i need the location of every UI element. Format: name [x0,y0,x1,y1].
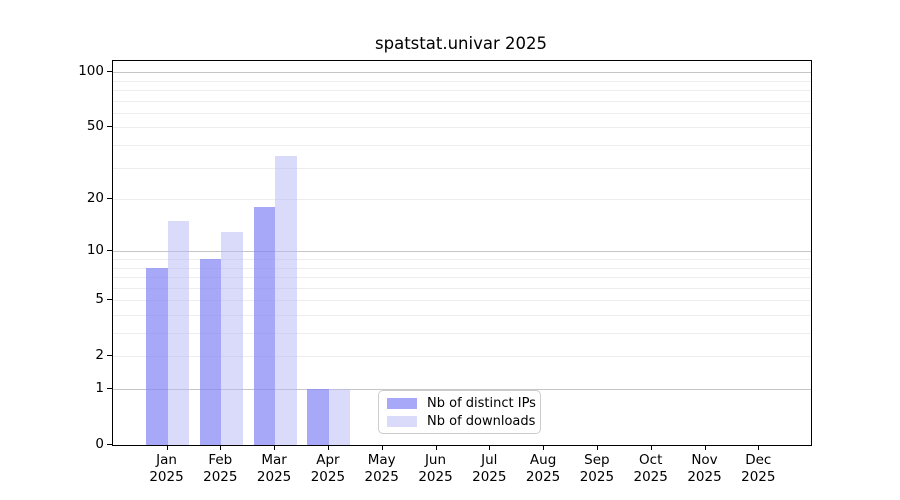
gridline-minor [113,167,811,169]
gridline-minor [113,199,811,201]
x-tick-mark [274,445,276,450]
plot-area [112,60,812,446]
gridline-minor [113,127,811,129]
gridline-minor [113,277,811,279]
x-tick-label-oct: Oct 2025 [633,452,668,485]
x-tick-label-jan: Jan 2025 [149,452,184,485]
x-tick-label-dec: Dec 2025 [741,452,776,485]
x-tick-mark [327,445,329,450]
x-tick-mark [489,445,491,450]
x-tick-label-sep: Sep 2025 [579,452,615,485]
y-tick-label: 100 [78,63,104,80]
legend-item-distinct-ips: Nb of distinct IPs [387,396,536,411]
x-tick-label-mar: Mar 2025 [256,452,292,485]
y-tick-label: 5 [95,291,104,308]
x-tick-mark [220,445,222,450]
bar-apr-distinct-ips [307,389,329,445]
gridline-minor [113,112,811,114]
bar-mar-downloads [275,155,297,445]
x-tick-mark [435,445,437,450]
gridline-minor [113,314,811,316]
gridline-major [113,72,811,74]
x-tick-label-nov: Nov 2025 [687,452,722,485]
y-tick-label: 0 [95,436,104,452]
x-tick-mark [381,445,383,450]
bar-jan-distinct-ips [146,267,168,445]
x-tick-label-may: May 2025 [364,452,399,485]
x-tick-mark [704,445,706,450]
gridline-minor [113,267,811,269]
bar-mar-distinct-ips [253,207,276,445]
gridline-minor [113,90,811,92]
gridline-minor [113,100,811,102]
gridline-major [113,251,811,253]
bar-jan-downloads [167,221,189,445]
y-tick-label: 10 [86,242,104,259]
bar-apr-downloads [328,389,351,445]
legend-swatch-downloads-icon [387,415,417,427]
x-tick-mark [596,445,598,450]
x-tick-label-feb: Feb 2025 [203,452,238,485]
bar-feb-downloads [221,231,243,445]
y-tick-label: 50 [86,118,104,135]
legend-swatch-distinct-ips-icon [387,397,417,409]
y-tick-mark [107,249,112,251]
y-tick-mark [107,298,112,300]
gridline-minor [113,80,811,82]
y-tick-mark [107,70,112,72]
y-tick-mark [107,125,112,127]
bar-feb-distinct-ips [199,259,222,445]
legend-item-downloads: Nb of downloads [387,413,536,429]
x-tick-mark [166,445,168,450]
y-tick-label: 1 [95,380,104,396]
chart-title: spatstat.univar 2025 [375,34,547,53]
y-tick-mark [107,387,112,389]
y-tick-label: 2 [95,347,104,364]
x-tick-label-jul: Jul 2025 [472,452,507,485]
legend: Nb of distinct IPs Nb of downloads [378,390,541,434]
gridline-minor [113,145,811,147]
x-tick-mark [650,445,652,450]
legend-label-distinct-ips: Nb of distinct IPs [427,395,536,411]
y-tick-label: 20 [86,190,104,207]
x-tick-label-jun: Jun 2025 [418,452,453,485]
x-tick-label-apr: Apr 2025 [310,452,346,485]
y-tick-mark [107,354,112,356]
gridline-minor [113,333,811,335]
legend-label-downloads: Nb of downloads [427,413,536,429]
gridline-minor [113,287,811,289]
gridline-minor [113,300,811,302]
gridline-minor [113,356,811,358]
gridline-minor [113,259,811,260]
gridline-major [113,389,811,390]
y-tick-mark [107,197,112,199]
x-tick-mark [758,445,760,450]
x-tick-label-aug: Aug 2025 [525,452,561,485]
x-tick-mark [543,445,545,450]
y-tick-mark [107,443,112,445]
